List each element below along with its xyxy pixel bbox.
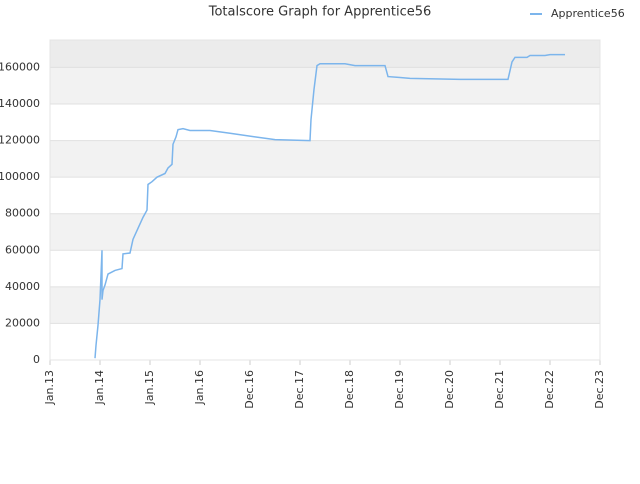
y-tick-label: 0 <box>33 353 40 366</box>
series-line <box>94 53 565 359</box>
band <box>50 40 600 68</box>
x-tick-label: Dec.21 <box>493 370 506 409</box>
band <box>50 286 600 324</box>
x-tick-label: Dec.22 <box>543 370 556 409</box>
y-tick-label: 60000 <box>5 243 40 256</box>
y-tick-label: 140000 <box>0 97 40 110</box>
x-tick-label: Dec.20 <box>443 370 456 409</box>
y-tick-label: 100000 <box>0 170 40 183</box>
x-tick-label: Dec.23 <box>593 370 606 409</box>
x-tick-label: Dec.18 <box>343 370 356 409</box>
x-tick-label: Jan.15 <box>143 370 156 405</box>
x-tick-label: Dec.19 <box>393 370 406 409</box>
band <box>50 67 600 104</box>
y-tick-label: 160000 <box>0 60 40 73</box>
x-tick-label: Dec.16 <box>243 370 256 409</box>
chart-title: Totalscore Graph for Apprentice56 <box>208 5 432 20</box>
band <box>50 140 600 178</box>
x-tick-label: Dec.17 <box>293 370 306 409</box>
y-tick-label: 120000 <box>0 134 40 147</box>
y-tick-label: 20000 <box>5 316 40 329</box>
x-tick-label: Jan.14 <box>93 370 106 405</box>
y-tick-label: 80000 <box>5 207 40 220</box>
x-tick-label: Jan.16 <box>193 370 206 405</box>
x-tick-label: Jan.13 <box>43 370 56 405</box>
y-tick-label: 40000 <box>5 280 40 293</box>
plot-border <box>49 39 601 361</box>
legend-label: Apprentice56 <box>551 7 625 20</box>
